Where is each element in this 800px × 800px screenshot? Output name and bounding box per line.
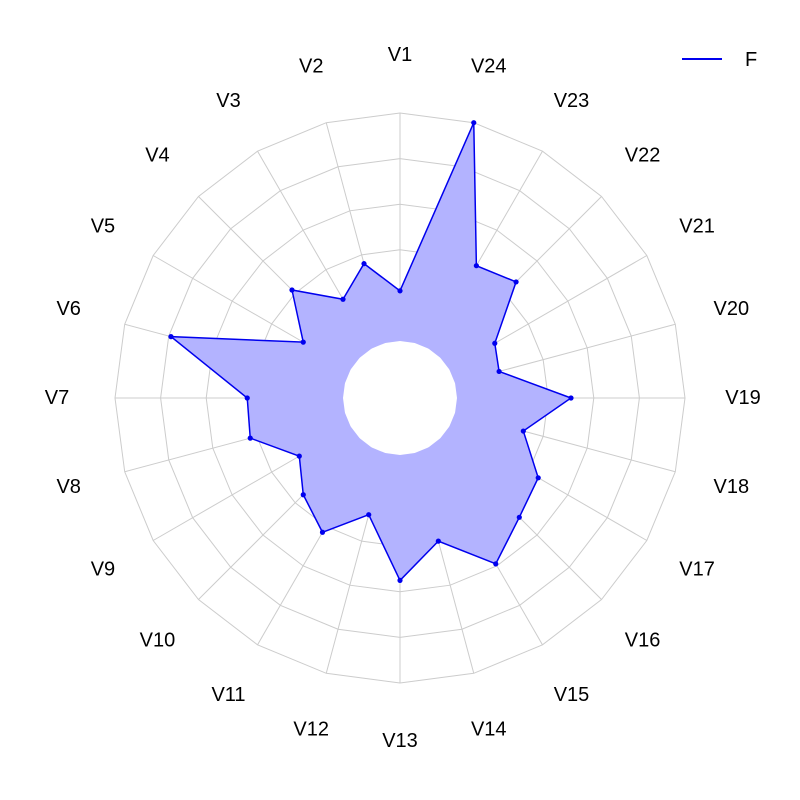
data-point-v12 — [366, 512, 372, 518]
axis-label-v23: V23 — [554, 90, 590, 112]
data-point-v17 — [535, 475, 541, 481]
axis-label-v10: V10 — [140, 630, 176, 652]
axis-label-v7: V7 — [45, 387, 69, 409]
axis-label-v24: V24 — [471, 56, 507, 78]
axis-label-v20: V20 — [714, 298, 750, 320]
data-point-v8 — [247, 435, 253, 441]
data-point-v9 — [296, 453, 302, 459]
axis-label-v19: V19 — [725, 387, 761, 409]
axis-label-v15: V15 — [554, 684, 590, 706]
axis-label-v1: V1 — [388, 44, 412, 66]
data-point-v2 — [361, 261, 367, 267]
axis-label-v17: V17 — [679, 559, 715, 581]
data-point-v23 — [473, 263, 479, 269]
data-point-v4 — [289, 287, 295, 293]
data-point-v19 — [568, 395, 574, 401]
data-point-v16 — [516, 514, 522, 520]
series-area-f — [170, 122, 572, 581]
axis-label-v22: V22 — [625, 144, 661, 166]
axis-label-v5: V5 — [91, 216, 115, 238]
legend-label-f: F — [745, 49, 757, 71]
axis-label-v3: V3 — [216, 90, 240, 112]
axis-label-v13: V13 — [382, 730, 418, 752]
legend: F — [682, 49, 757, 71]
data-point-v20 — [496, 368, 502, 375]
data-point-v6 — [168, 334, 174, 340]
data-point-v21 — [492, 340, 498, 346]
data-point-v10 — [300, 492, 306, 498]
series-layer — [168, 120, 574, 584]
data-point-v15 — [493, 561, 499, 567]
data-point-v5 — [300, 339, 306, 345]
axis-label-v14: V14 — [471, 718, 507, 740]
axis-label-v18: V18 — [714, 476, 750, 498]
axis-label-v16: V16 — [625, 630, 661, 652]
data-point-v1 — [397, 288, 403, 294]
data-point-v22 — [513, 279, 519, 285]
data-point-v3 — [340, 296, 346, 302]
grid — [114, 112, 686, 684]
axis-label-v21: V21 — [679, 216, 715, 238]
axis-label-v8: V8 — [56, 476, 80, 498]
data-point-v11 — [319, 529, 326, 535]
axis-label-v11: V11 — [211, 684, 245, 706]
data-point-v18 — [520, 428, 526, 434]
axis-label-v9: V9 — [91, 559, 115, 581]
axis-labels: V1 V2 V3 V4 V5 V6 V7 V8 V9 V10 V11 V12 V13 V14 V15 V16 V… — [45, 44, 761, 752]
data-point-v13 — [397, 577, 403, 584]
data-point-v24 — [471, 120, 477, 126]
axis-label-v2: V2 — [299, 56, 323, 78]
axis-label-v12: V12 — [293, 718, 329, 740]
data-point-v14 — [435, 538, 441, 544]
axis-label-v6: V6 — [56, 298, 80, 320]
axis-label-v4: V4 — [145, 144, 169, 166]
data-point-v7 — [244, 395, 250, 401]
